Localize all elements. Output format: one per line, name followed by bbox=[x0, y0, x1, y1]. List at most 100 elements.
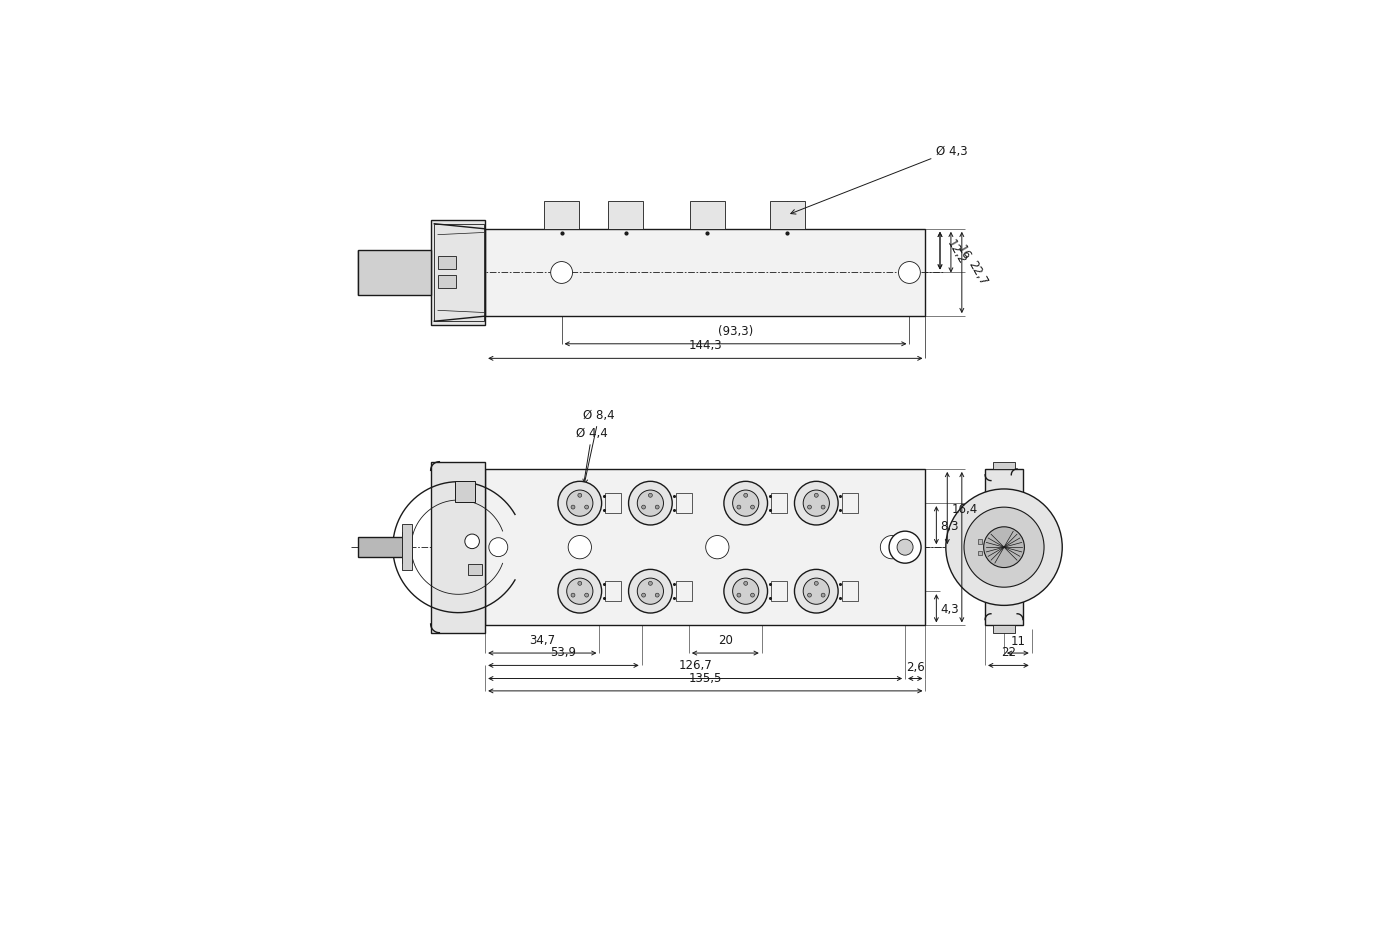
Circle shape bbox=[584, 506, 588, 510]
Text: 16,4: 16,4 bbox=[952, 502, 977, 515]
Bar bbox=[608, 202, 643, 229]
Circle shape bbox=[579, 582, 581, 585]
Circle shape bbox=[803, 579, 829, 605]
Text: 126,7: 126,7 bbox=[679, 659, 712, 671]
Circle shape bbox=[723, 481, 768, 526]
Circle shape bbox=[814, 494, 818, 497]
Bar bbox=[986, 469, 1023, 626]
Circle shape bbox=[464, 534, 480, 549]
Text: Ø 4,4: Ø 4,4 bbox=[576, 427, 608, 491]
Text: 53,9: 53,9 bbox=[551, 646, 577, 659]
Bar bbox=[605, 494, 622, 514]
Circle shape bbox=[733, 579, 758, 605]
Circle shape bbox=[567, 491, 592, 516]
Text: (93,3): (93,3) bbox=[718, 324, 753, 337]
Bar bbox=[544, 202, 579, 229]
Circle shape bbox=[899, 262, 920, 284]
Text: 20: 20 bbox=[718, 633, 733, 646]
Circle shape bbox=[648, 582, 652, 585]
Bar bbox=[438, 276, 456, 289]
Bar bbox=[438, 257, 456, 270]
Circle shape bbox=[572, 594, 574, 598]
Text: 12,2: 12,2 bbox=[944, 237, 967, 266]
Circle shape bbox=[795, 570, 838, 614]
Circle shape bbox=[965, 508, 1044, 587]
Bar bbox=[468, 565, 482, 575]
Circle shape bbox=[648, 494, 652, 497]
Text: 16: 16 bbox=[955, 244, 973, 262]
Bar bbox=[771, 582, 788, 601]
Circle shape bbox=[814, 582, 818, 585]
Text: Ø 8,4: Ø 8,4 bbox=[583, 409, 615, 484]
Circle shape bbox=[558, 570, 602, 614]
Text: 144,3: 144,3 bbox=[689, 339, 722, 352]
Circle shape bbox=[551, 262, 573, 284]
Circle shape bbox=[629, 481, 672, 526]
Bar bbox=[690, 202, 725, 229]
Circle shape bbox=[821, 594, 825, 598]
Circle shape bbox=[723, 570, 768, 614]
Bar bbox=[977, 551, 983, 556]
Bar bbox=[485, 469, 926, 626]
Circle shape bbox=[945, 489, 1062, 606]
Circle shape bbox=[629, 570, 672, 614]
Circle shape bbox=[744, 494, 747, 497]
Circle shape bbox=[584, 594, 588, 598]
Circle shape bbox=[705, 536, 729, 559]
Circle shape bbox=[558, 481, 602, 526]
Bar bbox=[485, 229, 926, 317]
Bar bbox=[842, 582, 857, 601]
Text: 8,3: 8,3 bbox=[941, 519, 959, 532]
Circle shape bbox=[637, 491, 664, 516]
Bar bbox=[769, 202, 804, 229]
Bar bbox=[401, 532, 411, 564]
Bar bbox=[676, 494, 691, 514]
Bar bbox=[401, 525, 411, 570]
Bar bbox=[434, 225, 484, 322]
Bar bbox=[431, 463, 485, 633]
Circle shape bbox=[641, 506, 645, 510]
Circle shape bbox=[655, 594, 659, 598]
Circle shape bbox=[572, 506, 574, 510]
Text: 30,6: 30,6 bbox=[966, 541, 993, 554]
Bar bbox=[771, 494, 788, 514]
Circle shape bbox=[821, 506, 825, 510]
Bar bbox=[358, 538, 406, 557]
Circle shape bbox=[807, 594, 811, 598]
Text: 22: 22 bbox=[1001, 646, 1016, 659]
Text: 135,5: 135,5 bbox=[689, 671, 722, 683]
Bar bbox=[454, 481, 475, 502]
Text: Ø 4,3: Ø 4,3 bbox=[790, 144, 967, 215]
Circle shape bbox=[655, 506, 659, 510]
Bar bbox=[358, 251, 431, 295]
Circle shape bbox=[737, 506, 740, 510]
Text: 4,3: 4,3 bbox=[941, 602, 959, 615]
Circle shape bbox=[641, 594, 645, 598]
Text: 2,6: 2,6 bbox=[906, 660, 924, 673]
Circle shape bbox=[807, 506, 811, 510]
Circle shape bbox=[567, 579, 592, 605]
Circle shape bbox=[579, 494, 581, 497]
Bar bbox=[605, 582, 622, 601]
Circle shape bbox=[733, 491, 758, 516]
Bar bbox=[842, 494, 857, 514]
Circle shape bbox=[737, 594, 740, 598]
Circle shape bbox=[489, 538, 507, 557]
Text: 11: 11 bbox=[1011, 634, 1026, 648]
Bar bbox=[676, 582, 691, 601]
Circle shape bbox=[889, 531, 921, 564]
Text: 34,7: 34,7 bbox=[530, 633, 555, 646]
Circle shape bbox=[637, 579, 664, 605]
Circle shape bbox=[898, 540, 913, 556]
Circle shape bbox=[744, 582, 747, 585]
Circle shape bbox=[803, 491, 829, 516]
Circle shape bbox=[569, 536, 591, 559]
Circle shape bbox=[984, 528, 1025, 568]
Circle shape bbox=[750, 506, 754, 510]
Text: 22,7: 22,7 bbox=[966, 259, 990, 288]
Bar bbox=[977, 540, 983, 544]
Bar bbox=[431, 221, 485, 326]
Bar bbox=[993, 463, 1015, 469]
Bar bbox=[993, 626, 1015, 633]
Circle shape bbox=[795, 481, 838, 526]
